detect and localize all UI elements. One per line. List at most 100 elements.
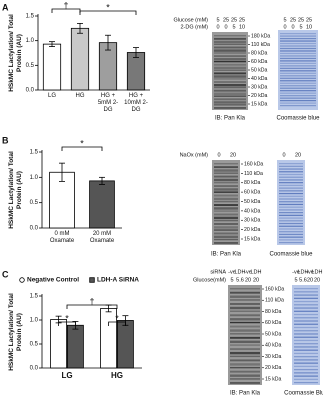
gel-band (294, 304, 318, 306)
lane-label: -ve (244, 269, 252, 275)
ladder-label: 80 kDa (244, 180, 261, 186)
lane-label: -ve (228, 269, 236, 275)
gel-band (294, 352, 318, 355)
ladder-label: 110 kDa (251, 42, 270, 48)
blot-band (214, 213, 238, 216)
blot-band (214, 207, 238, 210)
blot-band (230, 348, 260, 351)
ladder-label: 60 kDa (251, 59, 268, 65)
gel-band (280, 80, 316, 82)
lane-label: LDH (234, 269, 245, 275)
y-tick-label: 0.5 (30, 342, 39, 348)
bar (100, 308, 117, 369)
gel-band (279, 192, 303, 195)
ladder-label: 50 kDa (251, 67, 268, 73)
gel-band (279, 242, 303, 244)
legend-label: Negative Control (27, 277, 79, 284)
blot-band (214, 200, 238, 203)
lane-label: 25 (223, 17, 229, 23)
blot-band (214, 172, 238, 174)
bar (42, 43, 62, 91)
blot-band (214, 178, 238, 182)
legend-swatch (19, 277, 25, 283)
gel-band (279, 171, 303, 173)
gel-band (279, 165, 303, 167)
blot-band (214, 49, 246, 52)
panel-label: A (2, 2, 9, 12)
ladder-label: 15 kDa (244, 236, 261, 242)
gel-band (280, 102, 316, 104)
gel-band (279, 222, 303, 225)
ladder-label: 15 kDa (265, 376, 282, 382)
y-tick-label: 1.0 (26, 38, 35, 44)
gel-band (279, 184, 303, 186)
y-axis-label: HSkMC Lactylation/ Total Protein (AU) (8, 14, 23, 92)
ladder-label: 80 kDa (251, 50, 268, 56)
lane-label: 25 (306, 17, 312, 23)
gel-band (294, 333, 318, 335)
blot-band (230, 344, 260, 346)
gel-band (280, 40, 316, 42)
panel-label: B (2, 135, 9, 145)
gel-band (279, 217, 303, 219)
gel-band (294, 320, 318, 322)
blot-band (230, 359, 260, 362)
gel-band (294, 297, 318, 299)
gel-band (279, 214, 303, 216)
blot-band (214, 210, 238, 212)
gel-band (279, 195, 303, 197)
blot-band (230, 333, 260, 335)
blot-band (214, 95, 246, 97)
blot-band (214, 83, 246, 87)
gel-band (279, 168, 303, 170)
gel-band (294, 382, 318, 384)
blot-band (214, 40, 246, 44)
blot-band (230, 303, 260, 305)
x-tick-label: HG (75, 93, 85, 99)
blot-band (214, 169, 238, 172)
western-blot (212, 160, 240, 245)
gel-band (280, 105, 316, 107)
blot-band (214, 166, 238, 169)
blot-band (214, 58, 246, 61)
blot-band (230, 355, 260, 358)
gel-band (279, 228, 303, 230)
blot-band (230, 329, 260, 332)
blot-band (230, 306, 260, 310)
bar (70, 27, 90, 91)
lane-label: 20 (295, 152, 301, 158)
blot-band (214, 81, 246, 83)
gel-band (279, 209, 303, 211)
significance-mark: * (65, 313, 69, 323)
x-tick-label: LG (61, 371, 73, 380)
x-tick-label: LG (47, 93, 56, 99)
ladder-label: 60 kDa (244, 190, 261, 196)
ladder-label: 15 kDa (251, 101, 268, 107)
blot-caption: IB: Pan Kla (211, 252, 242, 258)
gel-band (279, 173, 303, 176)
gel-band (294, 339, 318, 342)
ladder-label: 20 kDa (244, 227, 261, 233)
y-tick-label: 0.5 (26, 63, 35, 69)
blot-band (214, 204, 238, 206)
blot-band (230, 374, 260, 377)
significance-mark: † (63, 0, 68, 10)
blot-band (214, 66, 246, 70)
gel-band (294, 326, 318, 329)
y-axis-label: HSkMC Lactylation/ Total Protein (AU) (8, 151, 23, 229)
bar (67, 324, 84, 369)
x-tick-label: HG + 10mM 2-DG (124, 93, 148, 113)
blot-band (214, 181, 238, 184)
lane-label: 5 (294, 277, 297, 283)
blot-band (230, 370, 260, 373)
ladder-label: 20 kDa (251, 93, 268, 99)
gel-band (280, 47, 316, 50)
gel-band (280, 92, 316, 94)
blot-band (230, 318, 260, 321)
lane-label: 5 (232, 24, 235, 30)
gel-band (294, 313, 318, 316)
significance-mark: * (115, 313, 119, 323)
gel-band (294, 288, 318, 290)
gel-band (294, 349, 318, 351)
